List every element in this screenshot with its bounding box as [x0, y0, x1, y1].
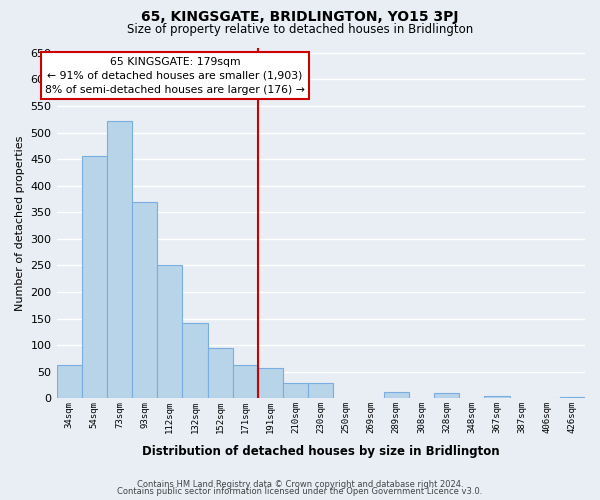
- Bar: [208, 348, 233, 399]
- Bar: [383, 392, 409, 398]
- Bar: [132, 202, 157, 398]
- Bar: [560, 397, 585, 398]
- X-axis label: Distribution of detached houses by size in Bridlington: Distribution of detached houses by size …: [142, 444, 500, 458]
- Y-axis label: Number of detached properties: Number of detached properties: [15, 135, 25, 310]
- Bar: [157, 266, 182, 398]
- Text: 65 KINGSGATE: 179sqm
← 91% of detached houses are smaller (1,903)
8% of semi-det: 65 KINGSGATE: 179sqm ← 91% of detached h…: [45, 56, 305, 94]
- Bar: [484, 396, 509, 398]
- Bar: [283, 384, 308, 398]
- Bar: [56, 366, 82, 398]
- Bar: [107, 121, 132, 398]
- Bar: [182, 323, 208, 398]
- Text: 65, KINGSGATE, BRIDLINGTON, YO15 3PJ: 65, KINGSGATE, BRIDLINGTON, YO15 3PJ: [141, 10, 459, 24]
- Bar: [258, 368, 283, 398]
- Text: Contains public sector information licensed under the Open Government Licence v3: Contains public sector information licen…: [118, 488, 482, 496]
- Text: Size of property relative to detached houses in Bridlington: Size of property relative to detached ho…: [127, 22, 473, 36]
- Bar: [82, 156, 107, 398]
- Bar: [308, 384, 334, 398]
- Bar: [434, 393, 459, 398]
- Bar: [233, 366, 258, 398]
- Text: Contains HM Land Registry data © Crown copyright and database right 2024.: Contains HM Land Registry data © Crown c…: [137, 480, 463, 489]
